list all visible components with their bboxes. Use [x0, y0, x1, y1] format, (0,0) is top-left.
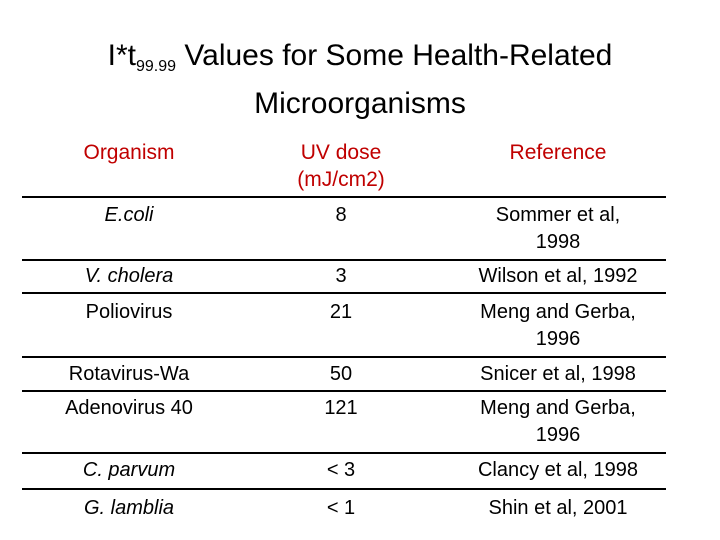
- row-rule: [22, 292, 666, 294]
- slide-title-line-1: I*t99.99 Values for Some Health-Related: [0, 38, 720, 75]
- header-organism: Organism: [83, 141, 175, 164]
- cell-dose: 8: [335, 204, 347, 226]
- cell-reference: Wilson et al, 1992: [478, 265, 638, 287]
- cell-reference-line-1: Meng and Gerba,: [480, 397, 636, 419]
- cell-reference: Meng and Gerba, 1996: [446, 395, 670, 449]
- row-rule: [22, 356, 666, 358]
- cell-organism: V. cholera: [84, 265, 174, 287]
- row-rule: [22, 452, 666, 454]
- cell-dose: 21: [329, 301, 353, 323]
- cell-reference-line-2: 1996: [535, 424, 581, 446]
- cell-reference-line-1: Sommer et al,: [495, 204, 621, 226]
- cell-reference: Clancy et al, 1998: [477, 459, 639, 481]
- cell-dose: < 1: [326, 497, 356, 519]
- row-rule: [22, 259, 666, 261]
- title-prefix: I*t: [107, 39, 136, 72]
- header-uv-dose: UV dose (mJ/cm2): [236, 139, 446, 193]
- cell-reference: Meng and Gerba, 1996: [446, 299, 670, 353]
- cell-organism: C. parvum: [82, 459, 176, 481]
- cell-reference-line-1: Meng and Gerba,: [480, 301, 636, 323]
- cell-reference: Shin et al, 2001: [488, 497, 628, 519]
- header-uv-dose-line-2: (mJ/cm2): [297, 168, 385, 191]
- cell-organism: G. lamblia: [83, 497, 175, 519]
- cell-reference: Sommer et al, 1998: [446, 202, 670, 256]
- cell-dose: 121: [324, 397, 358, 419]
- row-rule: [22, 488, 666, 490]
- cell-organism: Poliovirus: [85, 301, 173, 323]
- slide-title-line-2: Microorganisms: [254, 87, 466, 120]
- cell-organism: E.coli: [104, 204, 154, 226]
- cell-reference-line-2: 1998: [535, 231, 581, 253]
- header-uv-dose-line-1: UV dose: [300, 141, 382, 164]
- header-reference: Reference: [509, 141, 607, 164]
- cell-dose: 50: [329, 363, 353, 385]
- cell-dose: < 3: [326, 459, 356, 481]
- cell-organism: Adenovirus 40: [65, 397, 193, 419]
- title-rest: Values for Some Health-Related: [176, 39, 613, 72]
- cell-reference: Snicer et al, 1998: [480, 363, 636, 385]
- cell-organism: Rotavirus-Wa: [68, 363, 190, 385]
- header-rule: [22, 196, 666, 198]
- cell-dose: 3: [335, 265, 347, 287]
- title-subscript: 99.99: [135, 58, 177, 75]
- row-rule: [22, 390, 666, 392]
- cell-reference-line-2: 1996: [535, 328, 581, 350]
